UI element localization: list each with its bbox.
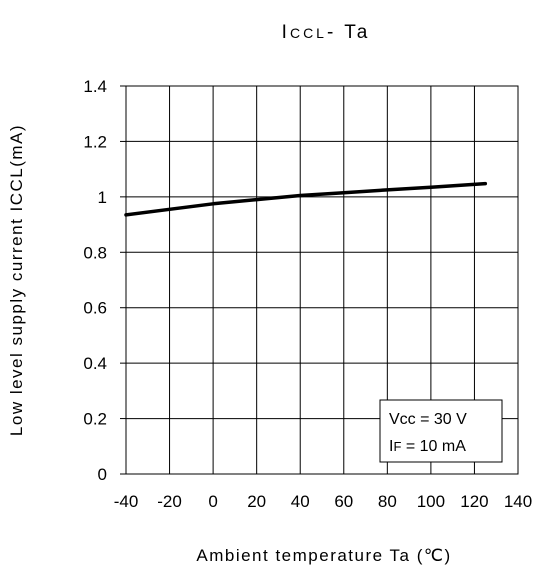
y-tick-label: 1.4 bbox=[83, 77, 107, 96]
legend: Vcc = 30 V IF = 10 mA bbox=[379, 399, 503, 463]
y-tick-label: 0.4 bbox=[83, 354, 107, 373]
y-tick-label: 0.6 bbox=[83, 299, 107, 318]
x-tick-label: -40 bbox=[114, 492, 139, 511]
y-tick-label: 1.2 bbox=[83, 132, 107, 151]
legend-line-if: IF = 10 mA bbox=[389, 438, 466, 455]
x-tick-label: 140 bbox=[504, 492, 532, 511]
x-tick-label: 120 bbox=[460, 492, 488, 511]
series-line-0 bbox=[124, 181, 488, 217]
y-axis-title: Low level supply current ICCL(mA) bbox=[7, 124, 26, 436]
x-tick-label: 20 bbox=[247, 492, 266, 511]
x-tick-label: 40 bbox=[291, 492, 310, 511]
legend-vcc-text: Vcc = 30 V bbox=[389, 411, 467, 428]
legend-if-sub: F bbox=[393, 439, 401, 454]
chart-title-sub: CCL bbox=[290, 25, 327, 41]
y-tick-label: 0.2 bbox=[83, 410, 107, 429]
chart-title: ICCL- Ta bbox=[282, 22, 371, 43]
series bbox=[124, 181, 488, 217]
x-tick-labels: -40 -20 0 20 40 60 80 100 120 140 bbox=[114, 492, 532, 511]
legend-if-main: I bbox=[389, 438, 393, 455]
y-tick-label: 1 bbox=[98, 188, 107, 207]
y-tick-labels: 0 0.2 0.4 0.6 0.8 1 1.2 1.4 bbox=[83, 77, 107, 484]
x-tick-label: -20 bbox=[157, 492, 182, 511]
x-tick-label: 60 bbox=[334, 492, 353, 511]
y-tick-label: 0 bbox=[98, 465, 107, 484]
legend-if-rest: = 10 mA bbox=[401, 438, 466, 455]
plot-frame bbox=[125, 85, 519, 475]
chart-title-main: I bbox=[282, 22, 290, 43]
chart-title-rest: - Ta bbox=[327, 22, 370, 43]
x-tick-label: 0 bbox=[208, 492, 217, 511]
x-tick-label: 100 bbox=[417, 492, 445, 511]
legend-box bbox=[379, 399, 503, 463]
x-axis-title: Ambient temperature Ta (℃) bbox=[196, 546, 451, 565]
y-tick-label: 0.8 bbox=[83, 243, 107, 262]
legend-line-vcc: Vcc = 30 V bbox=[389, 411, 467, 428]
x-tick-label: 80 bbox=[378, 492, 397, 511]
